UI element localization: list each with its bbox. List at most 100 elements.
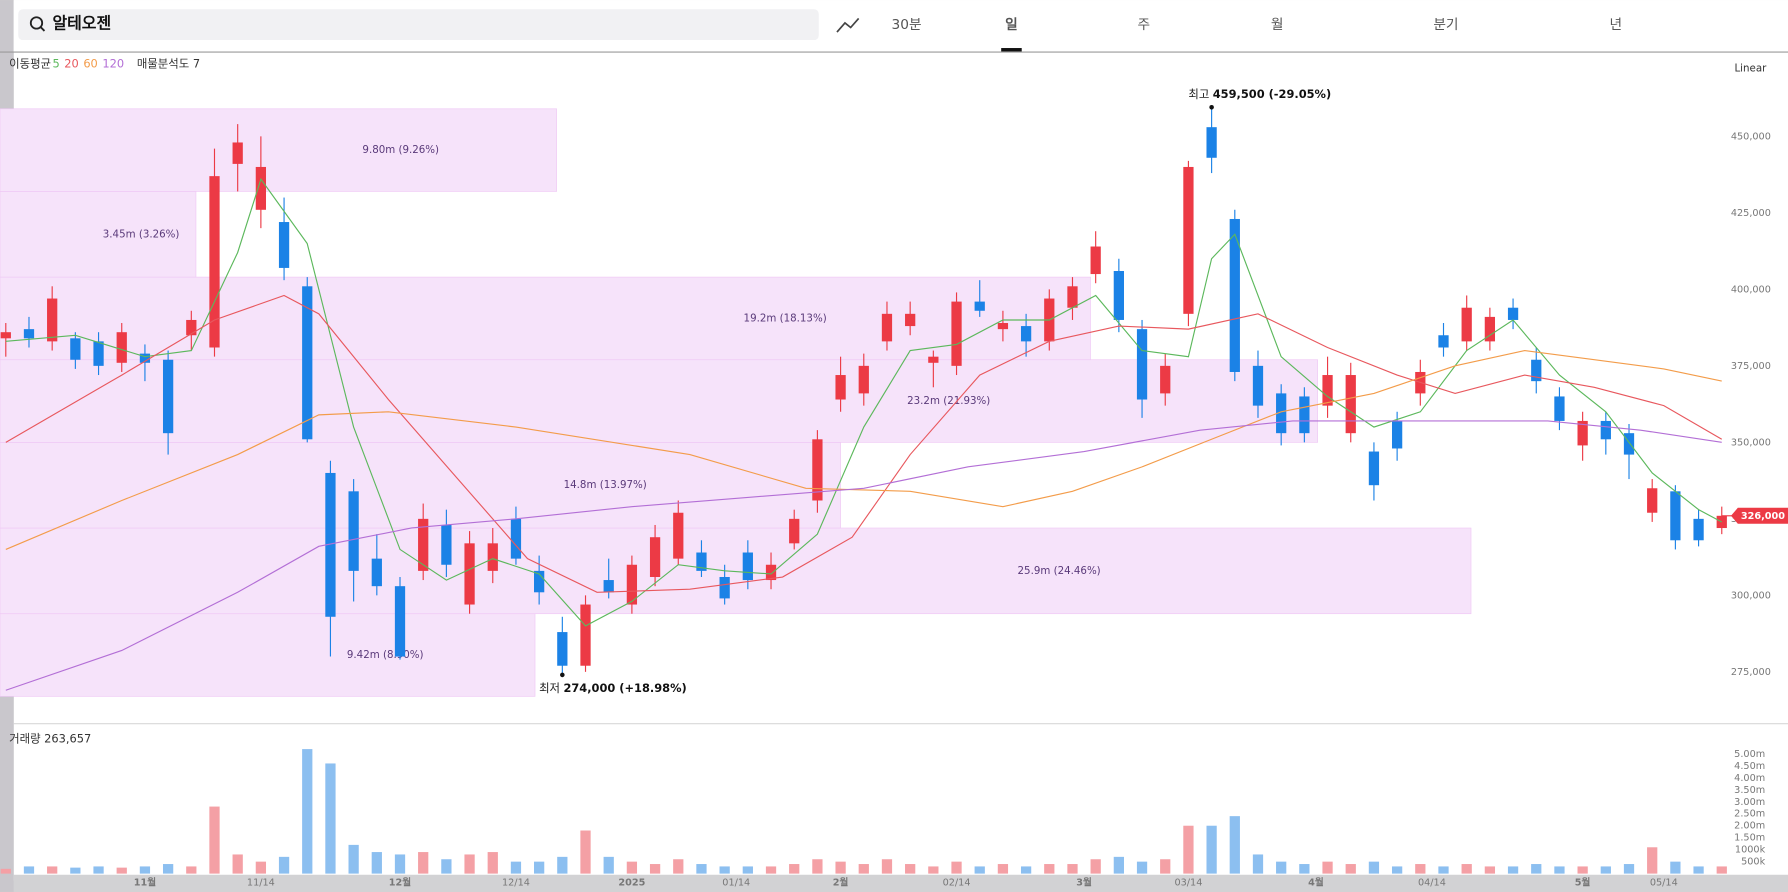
extreme-prefix: 최저: [539, 681, 560, 695]
volume-bar: [139, 866, 151, 874]
volume-bar: [93, 866, 104, 874]
scale-mode[interactable]: Linear: [1734, 63, 1767, 75]
y-tick-label: 5.00m: [1734, 749, 1765, 760]
y-tick-label: 450,000: [1731, 131, 1771, 142]
volume-bar: [186, 866, 197, 874]
volume-bar: [1554, 866, 1565, 874]
x-tick-label: 02/14: [943, 878, 971, 889]
candle-body: [997, 323, 1009, 330]
candle-body: [139, 353, 151, 363]
interval-tab[interactable]: 분기: [1433, 17, 1458, 33]
x-tick-label: 2025: [618, 878, 645, 889]
last-price-tag: [1730, 507, 1788, 524]
profile-label: 매물분석도 7: [137, 56, 200, 70]
volume-bar: [858, 864, 869, 874]
legend-entry: 20: [64, 56, 79, 70]
y-tick-label: 3.00m: [1734, 797, 1765, 808]
search-box[interactable]: [18, 9, 819, 41]
volume-bar: [881, 859, 893, 874]
candle-body: [1276, 393, 1287, 434]
volume-bar: [116, 867, 127, 874]
candle-body: [1299, 396, 1310, 434]
candle-body: [1368, 451, 1380, 486]
volume-bar: [255, 861, 267, 874]
interval-tab[interactable]: 년: [1610, 17, 1623, 33]
extreme-marker: [560, 672, 565, 678]
volume-label: 거래량 263,657: [9, 732, 91, 746]
volume-profile-label: 9.42m (8.90%): [347, 649, 424, 661]
volume-bar: [487, 852, 498, 874]
volume-bar: [997, 864, 1009, 874]
volume-profile-band: [0, 527, 1472, 615]
x-tick-label: 04/14: [1418, 878, 1446, 889]
volume-bar: [1391, 866, 1403, 874]
candle-body: [835, 375, 846, 400]
volume-bar: [464, 854, 475, 874]
volume-bar: [905, 864, 916, 874]
candle-body: [789, 518, 800, 544]
volume-bar: [557, 856, 568, 874]
candle-body: [348, 491, 359, 571]
candle-body: [1345, 375, 1356, 434]
legend-entry: 60: [83, 56, 97, 70]
candle-body: [441, 524, 452, 565]
candle-body: [1670, 491, 1681, 541]
candle-body: [649, 537, 661, 577]
x-tick-label: 2월: [833, 877, 849, 889]
volume-bar: [1623, 864, 1635, 874]
volume-bar: [47, 866, 58, 874]
legend-entry: 120: [102, 56, 124, 70]
volume-bar: [1647, 847, 1658, 874]
interval-tab[interactable]: 월: [1271, 17, 1284, 33]
tab-underline: [1001, 48, 1022, 52]
volume-bar: [719, 866, 730, 874]
y-tick-label: 375,000: [1731, 361, 1771, 372]
volume-bar: [1299, 864, 1310, 874]
volume-profile-label: 19.2m (18.13%): [744, 312, 827, 324]
y-tick-label: 300,000: [1731, 590, 1771, 601]
extreme-label: 274,000 (+18.98%): [563, 681, 686, 695]
search-text[interactable]: 알테오젠: [52, 14, 111, 33]
interval-tab[interactable]: 주: [1137, 17, 1150, 33]
candle-body: [673, 512, 684, 559]
volume-bar: [1531, 864, 1542, 874]
candle-body: [1229, 218, 1240, 372]
y-tick-label: 350,000: [1731, 437, 1771, 448]
volume-bar: [1044, 864, 1055, 874]
volume-bar: [1206, 825, 1217, 874]
date-axis-bg: [13, 874, 1788, 892]
last-price-label: 326,000: [1741, 511, 1785, 522]
candle-body: [47, 298, 58, 342]
volume-bar: [232, 854, 243, 874]
candle-body: [1461, 307, 1472, 342]
candle-body: [0, 332, 11, 339]
volume-profile-label: 25.9m (24.46%): [1018, 565, 1101, 577]
volume-bar: [835, 861, 846, 874]
candle-body: [534, 570, 545, 593]
volume-bar: [1136, 861, 1148, 874]
candle-body: [928, 356, 939, 363]
volume-bar: [0, 868, 11, 874]
candle-body: [186, 319, 197, 336]
x-tick-label: 11/14: [247, 878, 275, 889]
volume-bar: [70, 867, 81, 874]
candle-body: [162, 359, 174, 434]
candle-body: [1554, 396, 1565, 421]
interval-tab[interactable]: 30분: [892, 17, 922, 33]
candle-body: [1067, 286, 1078, 308]
volume-bar: [1322, 861, 1333, 874]
volume-bar: [1183, 825, 1194, 874]
candle-body: [812, 439, 823, 501]
candle-body: [1438, 335, 1449, 348]
chart-type-icon[interactable]: [836, 17, 860, 33]
volume-profile-label: 23.2m (21.93%): [907, 395, 990, 407]
y-tick-label: 275,000: [1731, 667, 1771, 678]
volume-bar: [394, 854, 406, 874]
volume-bar: [1020, 866, 1032, 874]
volume-bar: [1415, 864, 1426, 874]
volume-bar: [302, 749, 313, 874]
y-tick-label: 1000k: [1735, 845, 1766, 856]
candle-body: [209, 176, 220, 348]
interval-tab[interactable]: 일: [1005, 17, 1018, 33]
plot: 9.42m (8.90%) 25.9m (24.46%) 14.8m (13.97%…: [0, 56, 1788, 892]
